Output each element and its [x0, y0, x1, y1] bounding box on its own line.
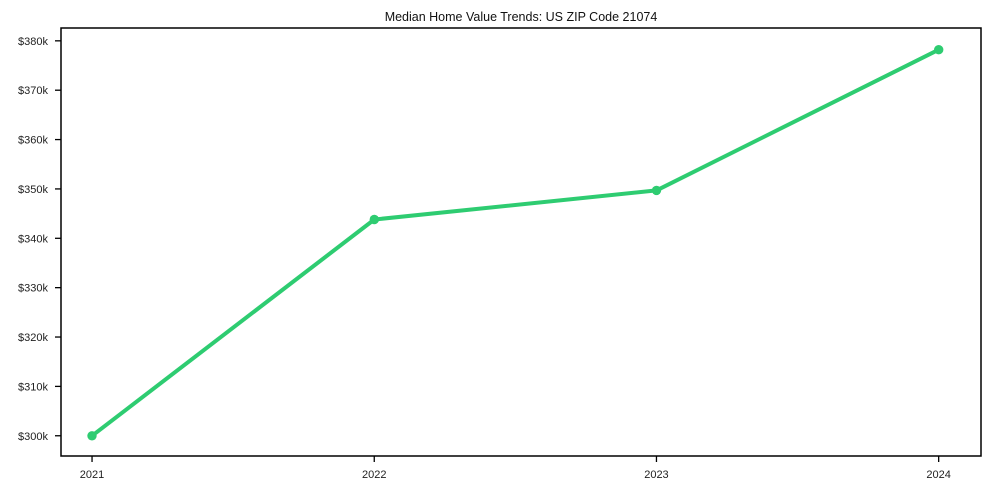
y-tick-label: $340k [18, 233, 48, 245]
y-tick-label: $320k [18, 332, 48, 344]
x-tick-label: 2023 [644, 469, 668, 481]
y-tick-label: $310k [18, 381, 48, 393]
y-tick-label: $330k [18, 283, 48, 295]
chart-title: Median Home Value Trends: US ZIP Code 21… [385, 10, 658, 24]
y-tick-label: $380k [18, 36, 48, 48]
y-tick-label: $300k [18, 431, 48, 443]
series-line [90, 47, 941, 438]
x-tick-label: 2021 [80, 469, 104, 481]
data-point [87, 431, 97, 441]
axes-border [60, 27, 982, 457]
plot-layer [87, 45, 944, 441]
data-point [651, 185, 662, 196]
data-point [369, 214, 379, 225]
y-tick-label: $350k [18, 184, 48, 196]
x-tick-label: 2024 [926, 469, 950, 481]
axis-ticks: $300k $310k $320k $330k $340k $350k $360k $370k… [18, 36, 951, 481]
y-tick-label: $370k [18, 85, 48, 97]
data-point [934, 45, 944, 55]
y-tick-label: $360k [18, 135, 48, 147]
x-tick-label: 2022 [362, 469, 386, 481]
